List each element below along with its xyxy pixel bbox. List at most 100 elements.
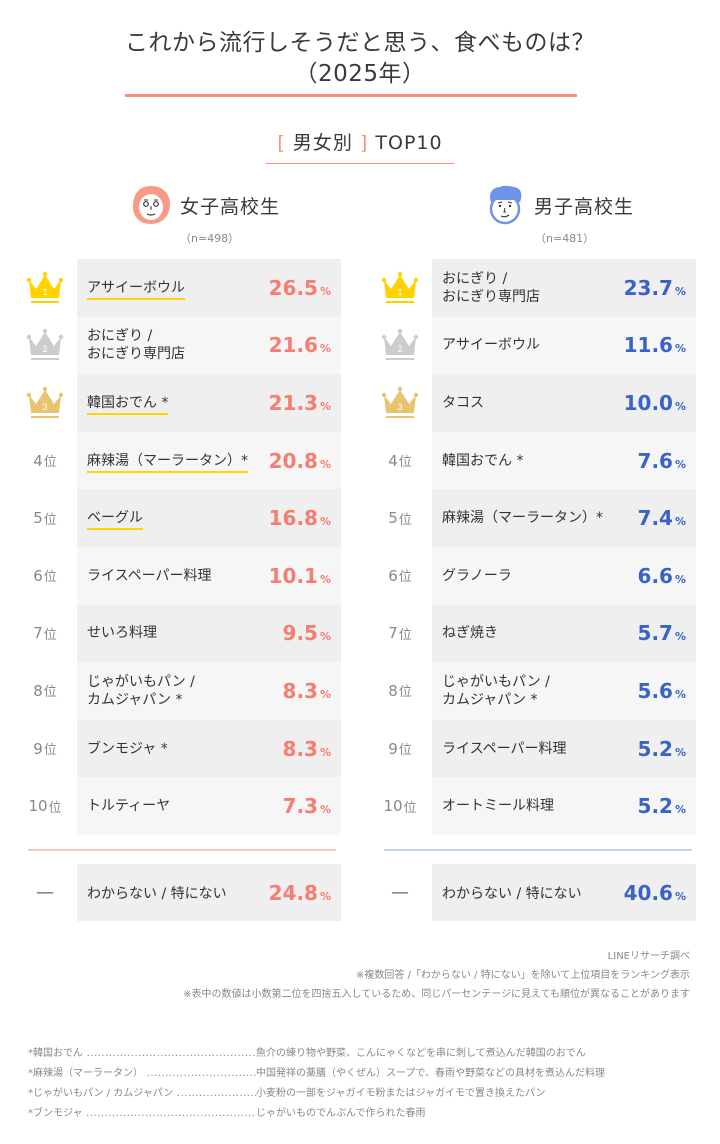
row-cell: トルティーヤ 7.3%	[77, 777, 341, 835]
boys-divider	[384, 849, 692, 851]
girls-ranking-table: 1 アサイーボウル 26.5% 2 おにぎり / おにぎり専門店 21.6% 3 韓国おでん *…	[21, 259, 341, 835]
title-line-2: （2025年）	[294, 61, 426, 87]
item-name: 麻辣湯（マーラータン）*	[87, 452, 255, 473]
table-row: 3 タコス 10.0%	[376, 374, 696, 432]
other-cell: わからない / 特にない 24.8%	[77, 864, 341, 921]
other-name: わからない / 特にない	[87, 885, 227, 902]
item-name: アサイーボウル	[442, 337, 540, 354]
bracket-open: [	[277, 132, 286, 154]
definitions-list: *韓国おでん魚介の練り物や野菜、こんにゃくなどを串に刺して煮込んだ韓国のおでん …	[28, 1044, 605, 1124]
row-cell: おにぎり / おにぎり専門店 21.6%	[77, 316, 341, 375]
item-name: タコス	[442, 394, 484, 411]
footnote-2: ※表中の数値は小数第二位を四捨五入しているため、同じパーセンテージに見えても順位…	[183, 989, 690, 1000]
table-row: 1 おにぎり / おにぎり専門店 23.7%	[376, 259, 696, 317]
row-cell: ベーグル 16.8%	[77, 489, 341, 547]
item-value: 7.3%	[282, 794, 331, 819]
title-line-1: これから流行しそうだと思う、食べものは？	[125, 30, 595, 56]
item-name: じゃがいもパン / カムジャパン *	[87, 673, 195, 708]
table-row: 7 位 ねぎ焼き 5.7%	[376, 604, 696, 663]
item-value: 5.2%	[637, 794, 686, 819]
table-row: 2 アサイーボウル 11.6%	[376, 316, 696, 375]
footnotes: LINEリサーチ調べ ※複数回答 /「わからない / 特にない」を除いて上位項目…	[183, 947, 690, 1004]
table-row: 8 位 じゃがいもパン / カムジャパン * 8.3%	[21, 662, 341, 720]
row-cell: グラノーラ 6.6%	[432, 546, 696, 605]
other-rank: —	[36, 882, 54, 903]
crown-3-icon: 3	[26, 386, 64, 418]
item-name: ねぎ焼き	[442, 625, 498, 642]
row-cell: ライスペーパー料理 5.2%	[432, 719, 696, 778]
other-name: わからない / 特にない	[442, 885, 582, 902]
row-cell: おにぎり / おにぎり専門店 23.7%	[432, 259, 696, 317]
bracket-close: ]	[359, 132, 369, 154]
item-name: オートミール料理	[442, 798, 554, 815]
svg-text:3: 3	[42, 402, 47, 412]
table-row: 8 位 じゃがいもパン / カムジャパン * 5.6%	[376, 662, 696, 720]
item-value: 21.3%	[268, 390, 331, 415]
row-cell: アサイーボウル 26.5%	[77, 259, 341, 317]
table-row: 4 位 韓国おでん * 7.6%	[376, 431, 696, 490]
rank-label: 2	[376, 317, 424, 375]
other-value: 40.6%	[623, 880, 686, 905]
svg-text:1: 1	[397, 287, 402, 297]
item-value: 16.8%	[268, 506, 331, 531]
row-cell: ブンモジャ * 8.3%	[77, 719, 341, 778]
crown-3-icon: 3	[381, 386, 419, 418]
item-name: ライスペーパー料理	[442, 740, 567, 757]
rank-label: 1	[21, 259, 69, 317]
rank-label: 10 位	[28, 797, 62, 816]
row-cell: せいろ料理 9.5%	[77, 604, 341, 663]
item-value: 10.0%	[623, 390, 686, 415]
row-cell: 麻辣湯（マーラータン）* 20.8%	[77, 431, 341, 490]
table-row: 6 位 グラノーラ 6.6%	[376, 546, 696, 605]
rank-label: 3	[21, 374, 69, 432]
item-value: 5.2%	[637, 736, 686, 761]
crown-1-icon: 1	[381, 271, 419, 303]
footnote-1: ※複数回答 /「わからない / 特にない」を除いて上位項目をランキング表示	[355, 970, 690, 981]
item-name: じゃがいもパン / カムジャパン *	[442, 673, 550, 708]
row-cell: ねぎ焼き 5.7%	[432, 604, 696, 663]
item-value: 8.3%	[282, 678, 331, 703]
item-name: ブンモジャ *	[87, 740, 168, 757]
section-heading: [ 男女別 ] TOP10	[0, 128, 720, 155]
item-value: 9.5%	[282, 621, 331, 646]
definition-item: *麻辣湯（マーラータン）中国発祥の薬膳（やくぜん）スープで、春雨や野菜などの具材…	[28, 1064, 605, 1084]
table-row: 4 位 麻辣湯（マーラータン）* 20.8%	[21, 431, 341, 490]
crown-2-icon: 2	[381, 329, 419, 361]
item-value: 21.6%	[268, 333, 331, 358]
boys-other-row: — わからない / 特にない 40.6%	[376, 864, 696, 921]
item-name: せいろ料理	[87, 625, 157, 642]
item-name: 麻辣湯（マーラータン）*	[442, 510, 603, 527]
rank-label: 1	[376, 259, 424, 317]
table-row: 9 位 ブンモジャ * 8.3%	[21, 719, 341, 778]
table-row: 6 位 ライスペーパー料理 10.1%	[21, 546, 341, 605]
svg-text:2: 2	[42, 344, 47, 354]
other-cell: わからない / 特にない 40.6%	[432, 864, 696, 921]
table-row: 3 韓国おでん * 21.3%	[21, 374, 341, 432]
girls-label: 女子高校生	[180, 195, 281, 218]
table-row: 5 位 麻辣湯（マーラータン）* 7.4%	[376, 489, 696, 547]
other-rank: —	[391, 882, 409, 903]
title-underline	[125, 94, 577, 97]
item-value: 26.5%	[268, 275, 331, 300]
item-value: 11.6%	[623, 333, 686, 358]
section-suffix: TOP10	[375, 132, 443, 154]
definition-item: *韓国おでん魚介の練り物や野菜、こんにゃくなどを串に刺して煮込んだ韓国のおでん	[28, 1044, 605, 1064]
item-value: 7.4%	[637, 506, 686, 531]
row-cell: じゃがいもパン / カムジャパン * 8.3%	[77, 662, 341, 720]
girls-divider	[28, 849, 336, 851]
definition-item: *ブンモジャじゃがいものでんぷんで作られた春雨	[28, 1104, 605, 1124]
row-cell: オートミール料理 5.2%	[432, 777, 696, 835]
definition-item: *じゃがいもパン / カムジャパン小麦粉の一部をジャガイモ粉またはジャガイモで置…	[28, 1084, 605, 1104]
section-label: 男女別	[292, 132, 353, 154]
row-cell: 韓国おでん * 21.3%	[77, 374, 341, 432]
other-value: 24.8%	[268, 880, 331, 905]
table-row: 2 おにぎり / おにぎり専門店 21.6%	[21, 316, 341, 375]
item-name: 韓国おでん *	[442, 452, 524, 469]
